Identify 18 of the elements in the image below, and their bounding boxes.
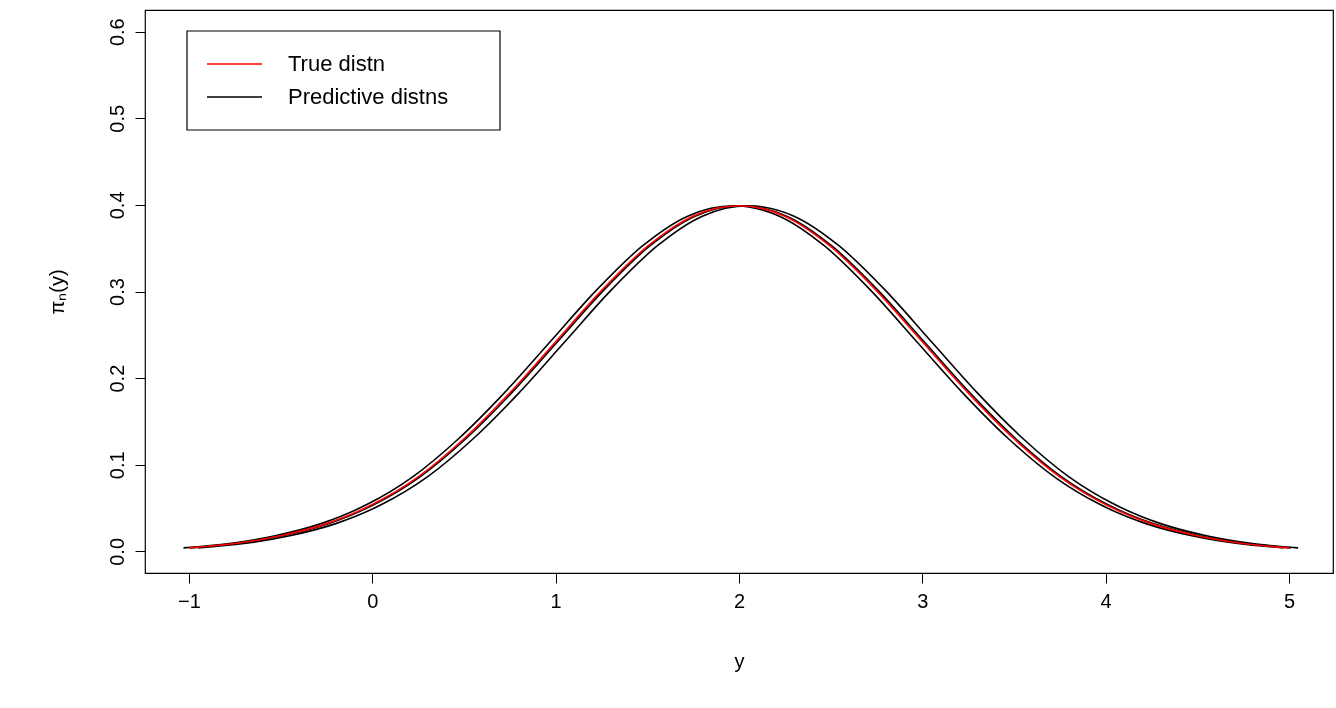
y-tick-label: 0.2 <box>105 364 128 393</box>
x-tick-label: 4 <box>1100 589 1112 612</box>
x-tick-label: 1 <box>550 589 562 612</box>
x-tick-label: 3 <box>917 589 929 612</box>
y-axis-title: πₙ(y) <box>45 269 68 315</box>
y-tick-label: 0.3 <box>105 278 128 306</box>
y-tick-label: 0.6 <box>105 18 128 47</box>
x-tick-label: −1 <box>178 589 201 612</box>
x-tick-label: 5 <box>1283 589 1296 612</box>
y-tick-label: 0.1 <box>105 451 128 480</box>
legend-label: True distn <box>288 51 386 76</box>
y-tick-label: 0.5 <box>105 104 128 133</box>
y-tick-label: 0.0 <box>105 537 128 566</box>
x-tick-label: 2 <box>733 589 746 612</box>
y-tick-label: 0.4 <box>105 191 128 220</box>
x-tick-label: 0 <box>367 589 379 612</box>
x-axis-title: y <box>734 649 745 672</box>
legend-label: Predictive distns <box>288 84 449 109</box>
